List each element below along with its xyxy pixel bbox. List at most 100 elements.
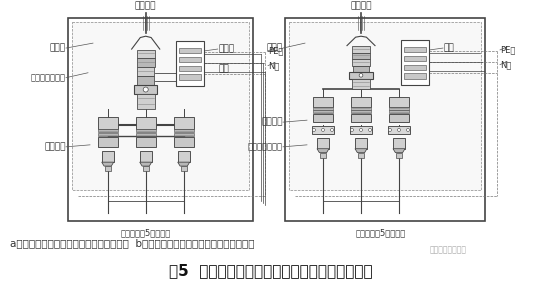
- Bar: [401, 40, 429, 85]
- Bar: [396, 153, 402, 158]
- Polygon shape: [355, 149, 367, 153]
- Circle shape: [313, 128, 315, 132]
- Bar: [180, 166, 186, 171]
- Bar: [136, 117, 156, 129]
- Bar: [313, 114, 333, 122]
- Bar: [389, 114, 409, 122]
- Bar: [312, 126, 334, 134]
- Bar: [349, 72, 373, 79]
- Bar: [358, 153, 364, 158]
- Text: 电源出线: 电源出线: [350, 1, 372, 11]
- Text: a）探测器安装于配电箱总开关下方的接法  b）探测器安装于配电箱出线开关下方接法: a）探测器安装于配电箱总开关下方的接法 b）探测器安装于配电箱出线开关下方接法: [10, 238, 255, 248]
- Bar: [178, 74, 201, 80]
- Circle shape: [359, 74, 363, 77]
- Bar: [320, 153, 326, 158]
- Bar: [136, 133, 156, 137]
- Bar: [313, 110, 333, 113]
- Text: 测量: 测量: [219, 64, 229, 73]
- Bar: [98, 137, 118, 147]
- Text: 剩余电流传感器: 剩余电流传感器: [248, 142, 283, 151]
- Bar: [389, 107, 409, 110]
- Circle shape: [143, 87, 148, 92]
- Bar: [350, 126, 372, 134]
- Text: 电源进线: 电源进线: [135, 1, 157, 11]
- Text: 主开关: 主开关: [50, 44, 66, 52]
- Bar: [72, 22, 249, 190]
- Polygon shape: [140, 162, 152, 166]
- Bar: [136, 137, 156, 147]
- Bar: [404, 47, 426, 52]
- Bar: [285, 18, 485, 221]
- Bar: [389, 97, 409, 107]
- Bar: [98, 129, 118, 132]
- Bar: [355, 138, 367, 149]
- Text: 剩余电流传感器: 剩余电流传感器: [31, 73, 66, 82]
- Text: 主开关: 主开关: [267, 44, 283, 52]
- Text: 探测器: 探测器: [219, 45, 235, 54]
- Text: 图5  剩余电流传感器在配电箱内安装接线示意图: 图5 剩余电流传感器在配电箱内安装接线示意图: [169, 263, 373, 278]
- Text: PE端: PE端: [268, 46, 283, 55]
- Circle shape: [321, 128, 325, 132]
- Bar: [389, 110, 409, 113]
- Polygon shape: [393, 149, 405, 153]
- Bar: [137, 76, 154, 85]
- Bar: [351, 107, 371, 110]
- Bar: [140, 151, 152, 162]
- Bar: [178, 151, 190, 162]
- Bar: [352, 46, 370, 52]
- Bar: [352, 66, 370, 72]
- Bar: [137, 67, 154, 76]
- Bar: [317, 138, 329, 149]
- Bar: [404, 64, 426, 70]
- Bar: [352, 52, 370, 59]
- Text: 配电出线（5芯电缆）: 配电出线（5芯电缆）: [120, 229, 171, 238]
- Text: 配电出线（5芯电缆）: 配电出线（5芯电缆）: [356, 229, 406, 238]
- Bar: [105, 166, 111, 171]
- Text: 北京新宇胜利仪器: 北京新宇胜利仪器: [430, 246, 467, 255]
- Bar: [313, 107, 333, 110]
- Bar: [173, 137, 193, 147]
- Bar: [352, 79, 370, 89]
- Bar: [352, 59, 370, 66]
- Polygon shape: [102, 162, 114, 166]
- Circle shape: [369, 128, 371, 132]
- Bar: [136, 129, 156, 132]
- Bar: [143, 166, 149, 171]
- Bar: [388, 126, 410, 134]
- Text: PE端: PE端: [500, 45, 515, 54]
- Bar: [178, 57, 201, 62]
- Polygon shape: [317, 149, 329, 153]
- Circle shape: [351, 128, 353, 132]
- Bar: [98, 117, 118, 129]
- Circle shape: [389, 128, 391, 132]
- Bar: [173, 133, 193, 137]
- Bar: [137, 94, 154, 109]
- Bar: [178, 66, 201, 71]
- Bar: [176, 41, 204, 86]
- Circle shape: [397, 128, 401, 132]
- Bar: [137, 58, 154, 67]
- Bar: [178, 48, 201, 53]
- Bar: [134, 85, 157, 94]
- Bar: [404, 74, 426, 79]
- Text: 探件: 探件: [444, 44, 455, 52]
- Text: N端: N端: [500, 60, 511, 69]
- Circle shape: [359, 128, 363, 132]
- Circle shape: [331, 128, 333, 132]
- Bar: [98, 133, 118, 137]
- Bar: [102, 151, 114, 162]
- Text: 配电开关: 配电开关: [44, 142, 66, 151]
- Bar: [313, 97, 333, 107]
- Bar: [404, 56, 426, 61]
- Bar: [351, 110, 371, 113]
- Polygon shape: [178, 162, 190, 166]
- Text: N端: N端: [268, 61, 279, 70]
- Bar: [351, 97, 371, 107]
- Circle shape: [406, 128, 410, 132]
- Bar: [68, 18, 253, 221]
- Bar: [173, 129, 193, 132]
- Text: 配电开关: 配电开关: [261, 117, 283, 127]
- Bar: [393, 138, 405, 149]
- Bar: [137, 50, 154, 58]
- Bar: [173, 117, 193, 129]
